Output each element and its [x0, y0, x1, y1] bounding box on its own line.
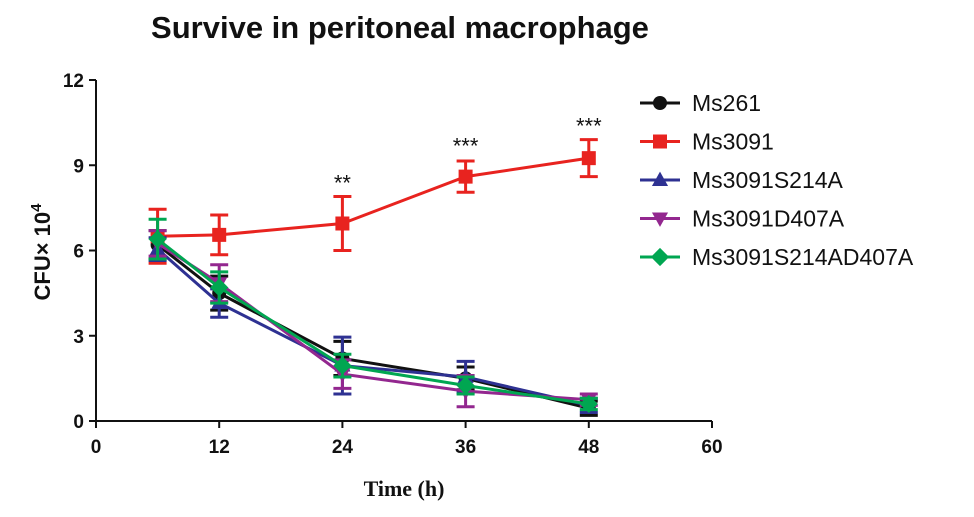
x-tick-label: 48 — [578, 437, 599, 458]
legend-label: Ms3091D407A — [692, 206, 845, 232]
y-tick-label: 9 — [73, 156, 84, 177]
legend-label: Ms3091 — [692, 129, 774, 155]
legend-swatch-marker — [651, 171, 669, 186]
series-Ms3091 — [148, 138, 598, 265]
x-tick-label: 24 — [332, 437, 354, 458]
legend-swatch-marker — [651, 212, 669, 227]
x-tick-label: 36 — [455, 437, 476, 458]
series-Ms3091D407A — [148, 229, 598, 409]
significance-mark: *** — [576, 114, 602, 139]
y-ticks: 0 3 6 9 12 — [63, 71, 96, 433]
x-tick-label: 0 — [91, 437, 102, 458]
x-tick-label: 60 — [701, 437, 722, 458]
data-point — [335, 216, 350, 231]
series-line — [157, 156, 590, 238]
x-axis-label: Time (h) — [364, 476, 445, 501]
series-line — [156, 242, 589, 402]
legend-label: Ms3091S214AD407A — [692, 244, 914, 270]
y-axis-label: CFU× 104 — [28, 203, 55, 301]
data-point — [458, 169, 473, 184]
series-Ms3091S214AD407A — [148, 217, 598, 414]
legend-label: Ms261 — [692, 90, 761, 116]
legend-swatch-marker — [653, 96, 667, 110]
data-point — [210, 278, 229, 297]
series-Ms261 — [148, 229, 598, 417]
data-point — [581, 151, 596, 166]
chart-title: Survive in peritoneal macrophage — [151, 10, 649, 45]
data-point — [148, 230, 167, 249]
data-point — [333, 356, 352, 375]
legend-label: Ms3091S214A — [692, 167, 844, 193]
y-tick-label: 6 — [73, 242, 84, 263]
data-point — [456, 376, 475, 395]
significance-mark: ** — [334, 171, 352, 196]
y-axis-label-exponent: 4 — [28, 203, 45, 212]
significance-annotations: ******** — [334, 114, 602, 196]
legend-swatch-marker — [653, 134, 667, 149]
y-tick-label: 3 — [73, 327, 84, 348]
significance-mark: *** — [453, 134, 479, 159]
data-point — [579, 394, 598, 414]
legend-item: Ms3091 — [640, 129, 774, 155]
y-axis-label-base: CFU× 10 — [30, 212, 55, 301]
legend-item: Ms3091D407A — [640, 206, 845, 232]
legend-item: Ms261 — [640, 90, 761, 116]
data-point — [212, 227, 227, 242]
series-line — [156, 243, 590, 410]
legend-item: Ms3091S214A — [640, 167, 844, 193]
x-tick-label: 12 — [209, 437, 230, 458]
y-tick-label: 0 — [73, 412, 84, 433]
y-tick-label: 12 — [63, 71, 84, 92]
legend: Ms261 Ms3091 Ms3091S214A Ms3091D407A Ms3091S… — [640, 90, 914, 270]
legend-swatch-marker — [650, 247, 670, 267]
data-series — [148, 138, 598, 417]
legend-item: Ms3091S214AD407A — [640, 244, 914, 270]
x-ticks: 0 12 24 36 48 60 — [91, 421, 723, 458]
